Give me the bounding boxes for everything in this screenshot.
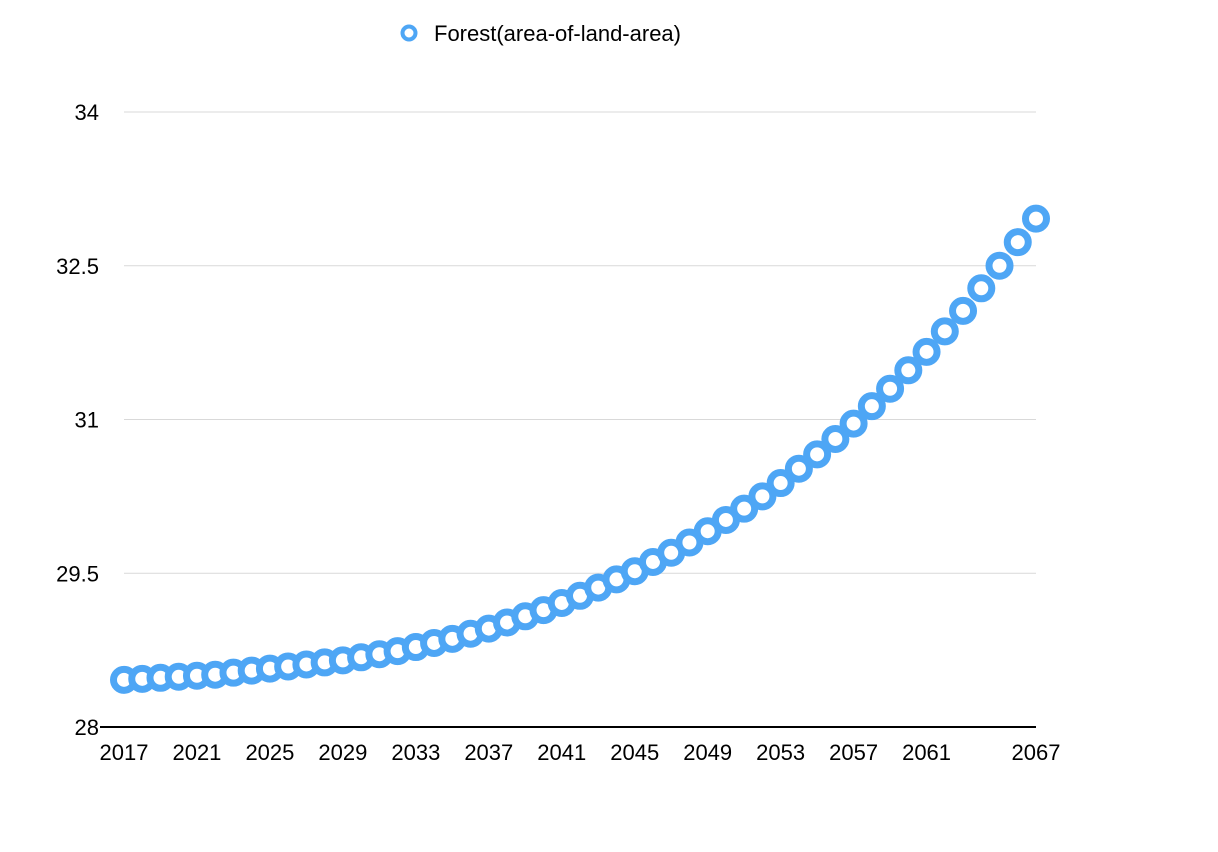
x-tick-label: 2053 (756, 740, 805, 765)
x-tick-label: 2061 (902, 740, 951, 765)
x-tick-label: 2025 (245, 740, 294, 765)
x-tick-label: 2049 (683, 740, 732, 765)
data-point (912, 337, 941, 366)
y-tick-label: 34 (75, 100, 99, 125)
data-point (766, 469, 795, 498)
x-tick-label: 2021 (172, 740, 221, 765)
x-axis-labels: 2017 2021 2025 2029 2033 2037 2041 2045 2049 2053… (100, 740, 1061, 765)
y-tick-label: 28 (75, 715, 99, 740)
gridlines (124, 111, 1036, 574)
data-point (949, 296, 978, 325)
x-tick-label: 2067 (1012, 740, 1061, 765)
legend-marker (400, 24, 418, 42)
y-axis-labels: 28 29.5 31 32.5 34 (56, 100, 99, 740)
data-point (894, 356, 923, 385)
y-tick-label: 32.5 (56, 254, 99, 279)
y-tick-label: 29.5 (56, 561, 99, 586)
x-tick-label: 2029 (318, 740, 367, 765)
legend-label: Forest(area-of-land-area) (434, 21, 681, 46)
data-point (730, 494, 759, 523)
data-point (784, 454, 813, 483)
x-tick-label: 2033 (391, 740, 440, 765)
data-point (876, 374, 905, 403)
data-point (821, 424, 850, 453)
data-point (967, 274, 996, 303)
data-point (985, 251, 1014, 280)
data-point (1022, 204, 1050, 233)
data-point (857, 392, 886, 421)
data-points (110, 204, 1050, 694)
data-point (930, 317, 959, 346)
x-tick-label: 2037 (464, 740, 513, 765)
y-tick-label: 31 (75, 408, 99, 433)
data-point (748, 482, 777, 511)
x-tick-label: 2017 (100, 740, 149, 765)
data-point (839, 409, 868, 438)
x-tick-label: 2057 (829, 740, 878, 765)
data-point (1003, 228, 1032, 257)
legend: Forest(area-of-land-area) (400, 21, 681, 46)
data-point (803, 440, 832, 469)
x-tick-label: 2041 (537, 740, 586, 765)
x-tick-label: 2045 (610, 740, 659, 765)
